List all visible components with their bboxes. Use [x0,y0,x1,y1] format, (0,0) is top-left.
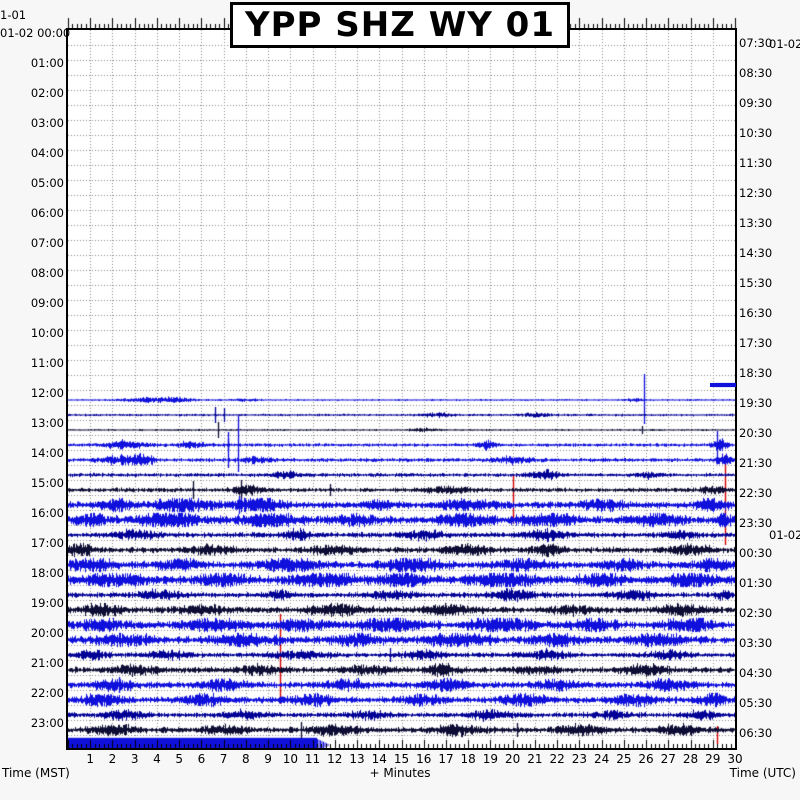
mst-time-label: 17:00 [30,536,64,550]
mst-time-label: 13:00 [30,416,64,430]
mst-time-label: 11:00 [30,356,64,370]
minute-tick-label: 15 [393,752,410,766]
minute-tick-label: 26 [638,752,654,766]
minute-tick-label: 1 [86,752,95,766]
minute-tick-label: 10 [282,752,298,766]
minute-tick-label: 16 [416,752,432,766]
mst-time-label: 18:00 [30,566,64,580]
mst-time-label: 19:00 [30,596,64,610]
mst-time-label: 12:00 [30,386,64,400]
mst-time-label: 09:00 [30,296,64,310]
minute-tick-label: 7 [219,752,228,766]
utc-time-label: 23:30 [739,516,773,530]
mst-time-label: 02:00 [30,86,64,100]
utc-time-label: 09:30 [739,96,773,110]
mst-time-label: 10:00 [30,326,64,340]
utc-time-label: 03:30 [739,636,773,650]
station-title: YPP SHZ WY 01 [229,2,571,48]
minute-tick-label: 14 [371,752,387,766]
utc-time-label: 21:30 [739,456,773,470]
utc-time-label: 06:30 [739,726,773,740]
seismogram-plot-area [66,28,737,750]
utc-time-label: 14:30 [739,246,773,260]
minute-tick-label: 20 [505,752,521,766]
mst-time-label: 05:00 [30,176,64,190]
utc-time-label: 15:30 [739,276,773,290]
right-axis-title: Time (UTC) [729,766,796,780]
minute-tick-label: 6 [197,752,206,766]
minute-tick-label: 30 [727,752,743,766]
utc-time-label: 00:30 [739,546,773,560]
utc-time-label: 01:30 [739,576,773,590]
utc-time-label: 17:30 [739,336,773,350]
mst-time-label: 15:00 [30,476,64,490]
utc-time-label: 19:30 [739,396,773,410]
minute-tick-label: 4 [153,752,161,766]
minute-tick-label: 28 [682,752,699,766]
mst-time-label: 04:00 [30,146,64,160]
utc-time-label: 18:30 [739,366,773,380]
minute-tick-label: 29 [705,752,721,766]
mst-time-label: 14:00 [30,446,64,460]
minute-tick-label: 13 [349,752,365,766]
utc-midnight-date-label: 01-02 [769,528,800,542]
mst-time-label: 22:00 [30,686,64,700]
utc-time-label: 22:30 [739,486,773,500]
minute-tick-label: 24 [593,752,610,766]
minute-tick-label: 8 [242,752,250,766]
data-start-mark [710,383,736,387]
mst-time-label: 20:00 [30,626,64,640]
minute-tick-label: 21 [527,752,543,766]
utc-time-label: 08:30 [739,66,773,80]
left-axis-title: Time (MST) [2,766,70,780]
mst-time-label: 21:00 [30,656,64,670]
minute-tick-label: 3 [130,752,139,766]
utc-time-label: 10:30 [739,126,773,140]
mst-time-label: 23:00 [30,716,64,730]
utc-time-label: 12:30 [739,186,773,200]
utc-time-label: 16:30 [739,306,773,320]
mst-time-label: 06:00 [30,206,64,220]
mst-time-label: 03:00 [30,116,64,130]
utc-time-label: 07:30 [739,36,773,50]
utc-time-label: 20:30 [739,426,773,440]
minute-tick-label: 18 [460,752,476,766]
utc-start-date-label: 01-02 [769,37,800,51]
minute-tick-label: 17 [438,752,454,766]
utc-time-label: 04:30 [739,666,773,680]
seismogram-canvas [68,30,735,748]
minute-tick-label: 27 [660,752,676,766]
utc-time-label: 11:30 [739,156,773,170]
utc-time-label: 02:30 [739,606,773,620]
minute-tick-label: 9 [264,752,272,766]
minute-tick-label: 2 [108,752,117,766]
minute-tick-label: 19 [482,752,499,766]
minute-tick-label: 23 [571,752,587,766]
minute-tick-label: 5 [175,752,183,766]
mst-time-label: 16:00 [30,506,64,520]
mst-time-label: 01-02 00:00 [0,26,71,40]
minute-tick-label: 25 [616,752,632,766]
utc-time-label: 13:30 [739,216,773,230]
mst-time-label: 08:00 [30,266,64,280]
start-date-label: 1-01 [0,8,27,22]
mst-time-label: 07:00 [30,236,64,250]
minute-tick-label: 12 [327,752,343,766]
minute-tick-label: 11 [304,752,321,766]
utc-time-label: 05:30 [739,696,773,710]
mst-time-label: 01:00 [30,56,64,70]
bottom-axis-title: + Minutes [369,766,431,780]
minute-tick-label: 22 [549,752,565,766]
